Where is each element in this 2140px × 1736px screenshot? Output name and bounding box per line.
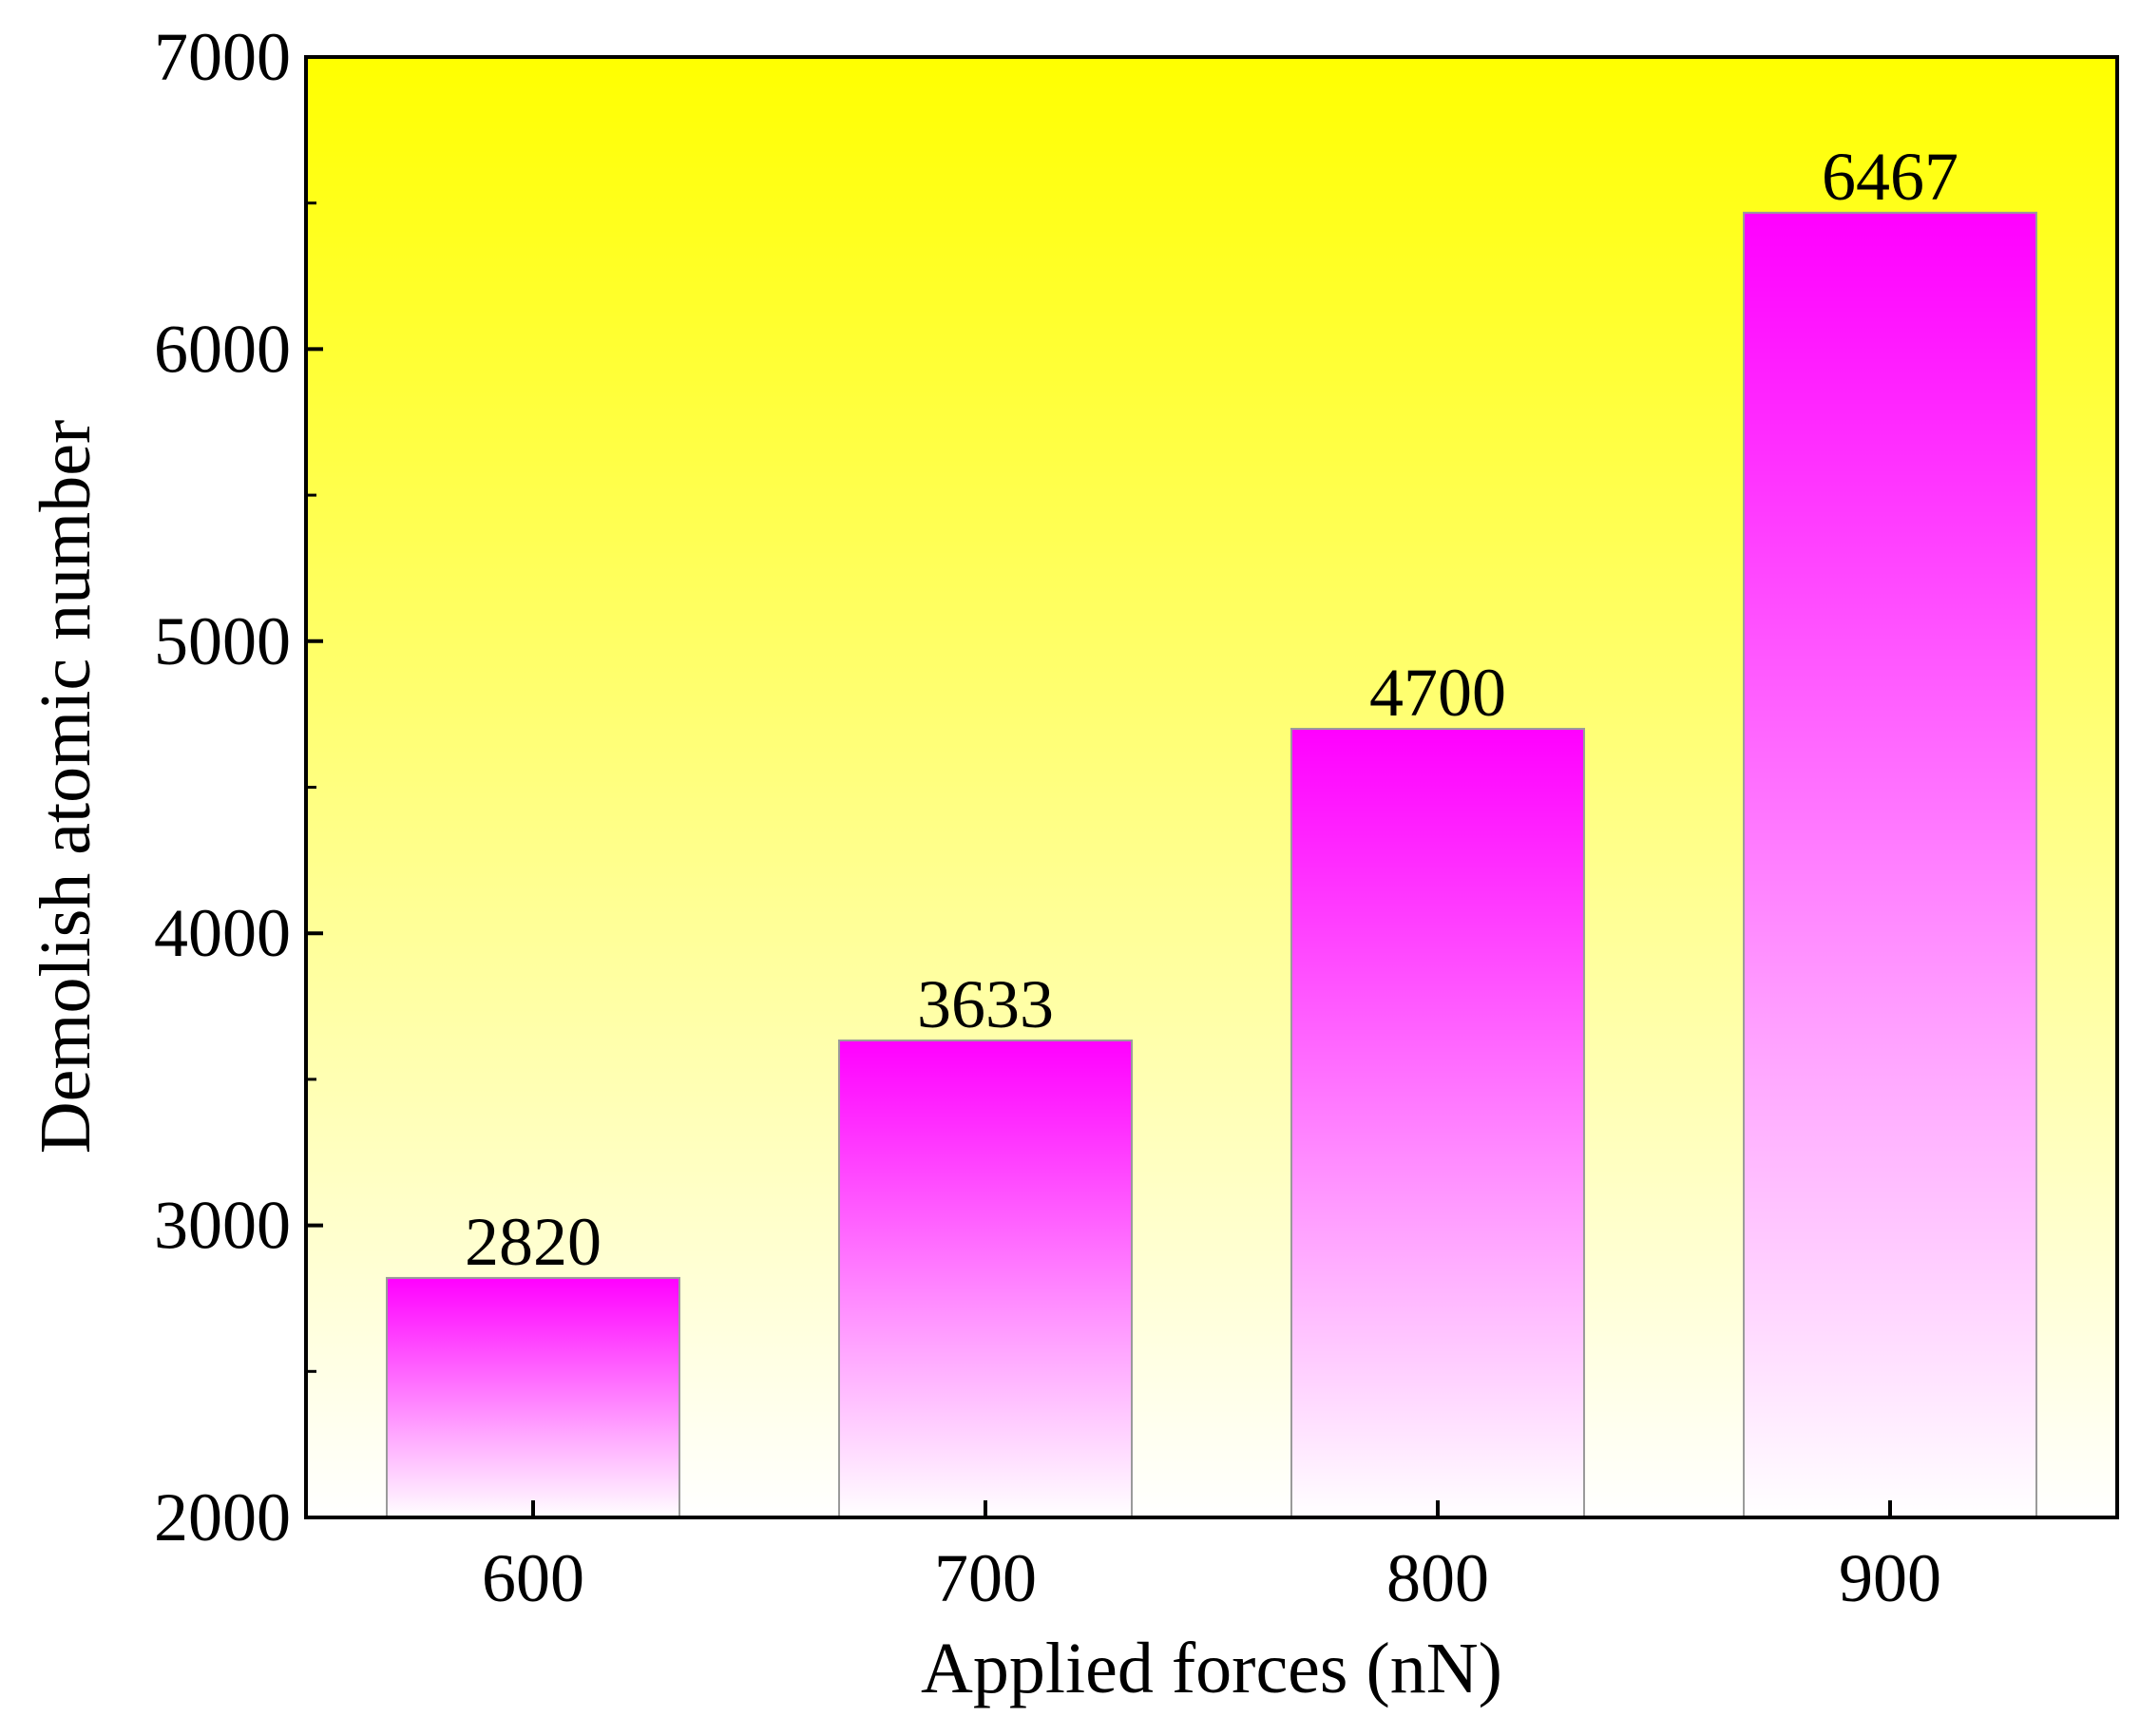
y-tick-label: 3000 bbox=[154, 1188, 291, 1264]
y-tick-label: 5000 bbox=[154, 603, 291, 679]
data-label-900: 6467 bbox=[1822, 139, 1958, 215]
data-label-600: 2820 bbox=[465, 1204, 602, 1280]
x-tick-label: 600 bbox=[482, 1540, 584, 1616]
y-axis-title: Demolish atomic number bbox=[26, 420, 105, 1154]
y-tick-label: 7000 bbox=[154, 19, 291, 95]
x-tick-label: 800 bbox=[1386, 1540, 1489, 1616]
data-label-800: 4700 bbox=[1369, 655, 1506, 731]
y-tick-label: 4000 bbox=[154, 895, 291, 971]
x-tick-label: 700 bbox=[934, 1540, 1037, 1616]
bar-600 bbox=[386, 1276, 680, 1518]
y-axis: 2000 3000 4000 5000 6000 7000 bbox=[154, 19, 323, 1555]
x-axis: 600 700 800 900 bbox=[482, 1500, 1941, 1616]
data-label-700: 3633 bbox=[917, 966, 1054, 1042]
x-axis-title: Applied forces (nN) bbox=[921, 1629, 1502, 1708]
bar-800 bbox=[1290, 728, 1585, 1518]
bar-700 bbox=[838, 1040, 1133, 1518]
y-tick-label: 2000 bbox=[154, 1479, 291, 1555]
data-labels: 2820 3633 4700 6467 bbox=[465, 139, 1958, 1280]
x-tick-label: 900 bbox=[1839, 1540, 1941, 1616]
bars bbox=[386, 211, 2037, 1518]
y-tick-label: 6000 bbox=[154, 311, 291, 387]
bar-900 bbox=[1743, 211, 2037, 1518]
